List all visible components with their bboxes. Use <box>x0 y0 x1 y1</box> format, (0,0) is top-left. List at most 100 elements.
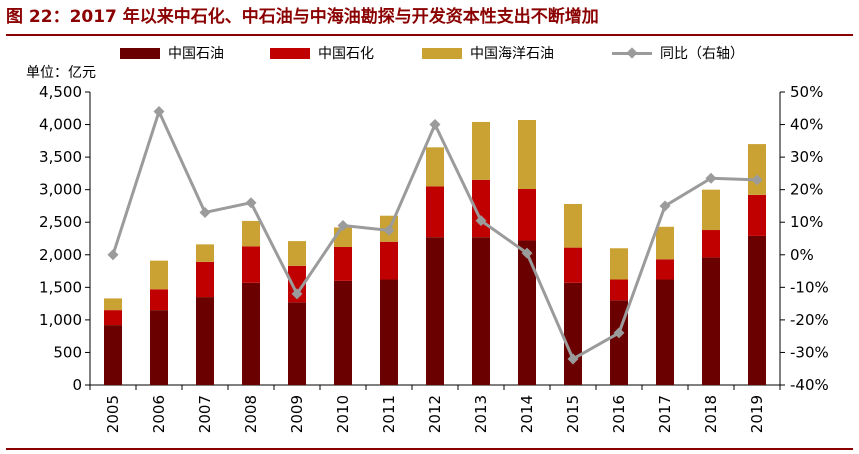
bar-petrochina-2009 <box>288 302 306 385</box>
legend-item-sinopec: 中国石化 <box>270 42 374 64</box>
x-tick-label: 2005 <box>104 395 122 433</box>
bar-cnooc-2017 <box>656 226 674 260</box>
bar-sinopec-2005 <box>104 310 122 326</box>
legend-item-petrochina: 中国石油 <box>120 42 224 64</box>
bar-petrochina-2005 <box>104 325 122 385</box>
y-right-tick-label: 40% <box>790 116 823 134</box>
bar-cnooc-2016 <box>610 248 628 280</box>
y-right-tick-label: -30% <box>790 343 829 361</box>
y-left-tick-label: 4,000 <box>39 116 82 134</box>
y-right-tick-label: 0% <box>790 246 814 264</box>
bar-cnooc-2006 <box>150 260 168 290</box>
bar-petrochina-2008 <box>242 282 260 385</box>
x-tick-label: 2014 <box>518 395 536 433</box>
x-tick-label: 2018 <box>702 395 720 433</box>
legend-label-yoy: 同比（右轴） <box>660 46 744 62</box>
bar-petrochina-2017 <box>656 279 674 385</box>
bar-cnooc-2005 <box>104 298 122 311</box>
legend-label-sinopec: 中国石化 <box>318 46 374 62</box>
x-tick-label: 2007 <box>196 395 214 433</box>
bar-cnooc-2012 <box>426 147 444 187</box>
y-left-tick-label: 1,500 <box>39 278 82 296</box>
yoy-point-2008 <box>245 197 257 209</box>
y-left-tick-label: 1,000 <box>39 311 82 329</box>
legend: 中国石油 中国石化 中国海洋石油 同比（右轴） <box>0 42 859 66</box>
x-tick-label: 2012 <box>426 395 444 433</box>
y-right-tick-label: -40% <box>790 376 829 394</box>
bar-petrochina-2014 <box>518 240 536 385</box>
bar-cnooc-2018 <box>702 189 720 231</box>
x-tick-label: 2013 <box>472 395 490 433</box>
bar-sinopec-2007 <box>196 261 214 298</box>
unit-label: 单位：亿元 <box>26 65 96 81</box>
x-tick-label: 2016 <box>610 395 628 433</box>
y-right-tick-label: 30% <box>790 148 823 166</box>
legend-item-yoy: 同比（右轴） <box>612 42 744 64</box>
legend-swatch-petrochina <box>120 47 160 59</box>
bar-cnooc-2013 <box>472 121 490 180</box>
y-left-tick-label: 3,000 <box>39 181 82 199</box>
yoy-point-2006 <box>153 106 165 118</box>
bar-sinopec-2017 <box>656 259 674 280</box>
y-right-tick-label: 50% <box>790 83 823 101</box>
bar-petrochina-2010 <box>334 280 352 385</box>
x-tick-label: 2019 <box>748 395 766 433</box>
y-right-tick-label: -10% <box>790 278 829 296</box>
bottom-divider <box>6 448 853 450</box>
y-right-tick-label: 10% <box>790 213 823 231</box>
bar-cnooc-2009 <box>288 241 306 266</box>
bar-cnooc-2015 <box>564 203 582 248</box>
bar-petrochina-2018 <box>702 257 720 385</box>
yoy-point-2016 <box>613 327 625 339</box>
legend-item-cnooc: 中国海洋石油 <box>422 42 554 64</box>
bar-petrochina-2015 <box>564 282 582 385</box>
yoy-point-2012 <box>429 119 441 131</box>
yoy-point-2014 <box>521 247 533 259</box>
x-tick-label: 2010 <box>334 395 352 433</box>
bar-cnooc-2008 <box>242 220 260 247</box>
y-right-tick-label: 20% <box>790 181 823 199</box>
yoy-point-2005 <box>107 249 119 261</box>
bar-sinopec-2015 <box>564 247 582 283</box>
legend-swatch-cnooc <box>422 47 462 59</box>
bar-petrochina-2011 <box>380 279 398 385</box>
y-left-tick-label: 3,500 <box>39 148 82 166</box>
x-tick-label: 2011 <box>380 395 398 433</box>
x-tick-label: 2008 <box>242 395 260 433</box>
yoy-point-2009 <box>291 288 303 300</box>
bar-sinopec-2018 <box>702 230 720 258</box>
x-tick-label: 2015 <box>564 395 582 433</box>
x-tick-label: 2009 <box>288 395 306 433</box>
bar-petrochina-2006 <box>150 310 168 385</box>
yoy-point-2015 <box>567 353 579 365</box>
y-left-tick-label: 2,500 <box>39 213 82 231</box>
bar-sinopec-2008 <box>242 246 260 283</box>
yoy-point-2010 <box>337 219 349 231</box>
bar-sinopec-2014 <box>518 189 536 241</box>
bar-sinopec-2010 <box>334 246 352 281</box>
x-tick-label: 2017 <box>656 395 674 433</box>
yoy-point-2011 <box>383 224 395 236</box>
y-left-tick-label: 500 <box>53 343 82 361</box>
bar-sinopec-2016 <box>610 279 628 301</box>
legend-label-cnooc: 中国海洋石油 <box>470 46 554 62</box>
bar-petrochina-2019 <box>748 235 766 385</box>
bar-sinopec-2012 <box>426 186 444 238</box>
bar-sinopec-2006 <box>150 289 168 311</box>
x-tick-label: 2006 <box>150 395 168 433</box>
yoy-point-2017 <box>659 200 671 212</box>
title-divider <box>6 34 853 36</box>
bar-sinopec-2019 <box>748 194 766 236</box>
y-left-tick-label: 4,500 <box>39 83 82 101</box>
bar-cnooc-2007 <box>196 244 214 262</box>
bar-cnooc-2014 <box>518 119 536 190</box>
legend-swatch-sinopec <box>270 47 310 59</box>
yoy-point-2007 <box>199 206 211 218</box>
bar-sinopec-2011 <box>380 241 398 280</box>
y-left-tick-label: 2,000 <box>39 246 82 264</box>
y-left-tick-label: 0 <box>72 376 82 394</box>
legend-swatch-yoy <box>612 47 652 59</box>
yoy-point-2018 <box>705 172 717 184</box>
bar-petrochina-2012 <box>426 237 444 385</box>
